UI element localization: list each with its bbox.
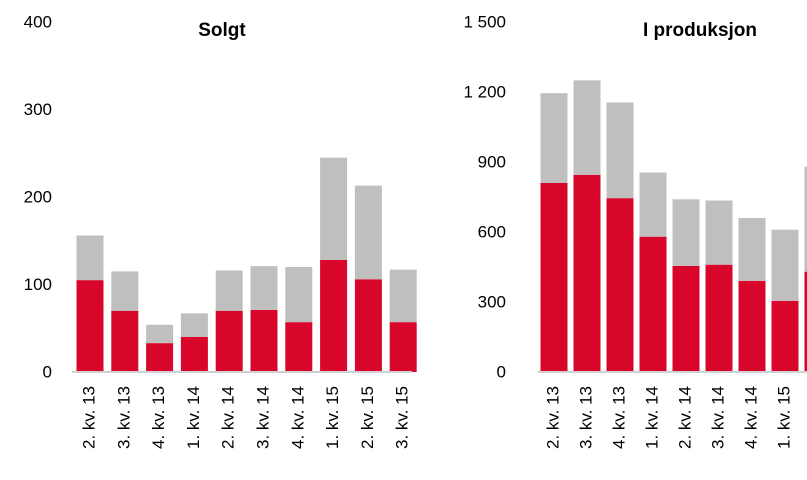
y-tick-label: 100 — [24, 275, 52, 294]
bar-segment — [320, 260, 348, 372]
bar-segment — [285, 267, 313, 323]
y-tick-label: 300 — [24, 100, 52, 119]
y-tick-label: 200 — [24, 187, 52, 206]
x-tick-label: 4. kv. 14 — [288, 386, 307, 449]
bar-segment — [111, 271, 139, 311]
bar-segment — [771, 229, 799, 301]
y-tick-label: 900 — [478, 152, 506, 171]
x-tick-label: 2. kv. 14 — [675, 386, 694, 449]
bar-segment — [672, 265, 700, 372]
bar-segment — [639, 172, 667, 237]
bar-segment — [573, 174, 601, 372]
bar-segment — [389, 322, 417, 372]
y-tick-label: 1 500 — [463, 12, 506, 31]
x-tick-label: 2. kv. 15 — [358, 386, 377, 449]
bar-segment — [146, 324, 174, 344]
y-tick-label: 600 — [478, 222, 506, 241]
y-tick-label: 0 — [43, 362, 52, 381]
bar-segment — [250, 309, 278, 372]
bar-segment — [180, 313, 208, 337]
x-tick-label: 1. kv. 15 — [323, 386, 342, 449]
bar-segment — [250, 266, 278, 310]
bar-segment — [146, 343, 174, 372]
x-tick-label: 4. kv. 13 — [149, 386, 168, 449]
bar-segment — [606, 102, 634, 199]
y-tick-label: 0 — [497, 362, 506, 381]
bar-segment — [639, 236, 667, 372]
x-tick-label: 4. kv. 14 — [741, 386, 760, 449]
bar-segment — [354, 279, 382, 372]
y-tick-label: 1 200 — [463, 82, 506, 101]
bar-segment — [738, 281, 766, 372]
x-tick-label: 1. kv. 14 — [184, 386, 203, 449]
bar-segment — [215, 310, 243, 372]
bar-segment — [76, 235, 104, 281]
bar-segment — [215, 270, 243, 311]
x-tick-label: 1. kv. 14 — [642, 386, 661, 449]
bar-segment — [320, 157, 348, 260]
bar-segment — [285, 322, 313, 372]
bar-segment — [76, 280, 104, 372]
x-tick-label: 2. kv. 13 — [543, 386, 562, 449]
bar-segment — [180, 337, 208, 372]
x-tick-label: 3. kv. 15 — [393, 386, 412, 449]
x-tick-label: 1. kv. 15 — [774, 386, 793, 449]
x-tick-label: 3. kv. 14 — [253, 386, 272, 449]
bar-segment — [540, 93, 568, 183]
bar-segment — [804, 166, 807, 272]
y-tick-label: 400 — [24, 12, 52, 31]
x-tick-label: 2. kv. 13 — [79, 386, 98, 449]
x-tick-label: 2. kv. 14 — [219, 386, 238, 449]
bar-segment — [573, 80, 601, 175]
x-tick-label: 3. kv. 13 — [114, 386, 133, 449]
bar-segment — [705, 200, 733, 265]
x-tick-label: 3. kv. 13 — [576, 386, 595, 449]
bar-segment — [540, 183, 568, 372]
y-tick-label: 300 — [478, 292, 506, 311]
x-tick-label: 3. kv. 14 — [708, 386, 727, 449]
bar-segment — [389, 269, 417, 323]
bar-segment — [354, 185, 382, 280]
bar-segment — [804, 271, 807, 372]
bar-segment — [705, 264, 733, 372]
bar-segment — [771, 300, 799, 372]
chart-title: I produksjon — [643, 20, 757, 41]
bar-segment — [672, 199, 700, 266]
bar-segment — [606, 198, 634, 372]
bar-segment — [738, 218, 766, 281]
x-tick-label: 4. kv. 13 — [609, 386, 628, 449]
chart-title: Solgt — [198, 20, 246, 41]
bar-segment — [111, 310, 139, 372]
